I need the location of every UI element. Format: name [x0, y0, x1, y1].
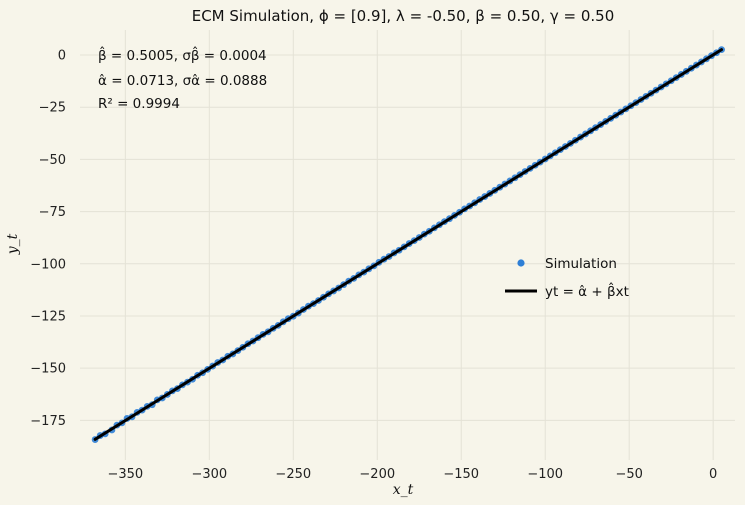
x-tick-label: −200	[359, 467, 395, 482]
fit-line-series	[93, 48, 724, 441]
y-tick-label: −150	[30, 362, 66, 377]
y-axis-label: y_t	[5, 233, 21, 255]
chart-title: ECM Simulation, ϕ = [0.9], λ = -0.50, β …	[192, 7, 615, 25]
x-tick-label: −300	[191, 467, 227, 482]
legend-label-fit-line: yt = α̂ + β̂xt	[545, 282, 629, 300]
legend-marker-simulation	[517, 259, 525, 267]
y-tick-label: −25	[39, 101, 66, 116]
x-tick-label: 0	[709, 467, 717, 482]
y-tick-label: −175	[30, 414, 66, 429]
y-tick-label: −75	[39, 205, 66, 220]
x-tick-labels: −350 −300 −250 −200 −150 −100 −50 0	[107, 467, 717, 482]
beta-annotation: β̂ = 0.5005, σβ̂ = 0.0004	[98, 46, 267, 64]
x-tick-label: −150	[443, 467, 479, 482]
alpha-annotation: α̂ = 0.0713, σα̂ = 0.0888	[98, 73, 267, 89]
x-axis-label: x_t	[393, 482, 414, 498]
y-tick-labels: 0 −25 −50 −75 −100 −125 −150 −175	[30, 49, 66, 429]
fit-line	[93, 48, 724, 441]
legend-label-simulation: Simulation	[545, 256, 617, 272]
fit-annotations: β̂ = 0.5005, σβ̂ = 0.0004 α̂ = 0.0713, σ…	[98, 46, 267, 112]
y-tick-label: −50	[39, 153, 66, 168]
x-tick-label: −50	[615, 467, 642, 482]
r-squared-annotation: R² = 0.9994	[98, 96, 180, 112]
y-tick-label: 0	[58, 49, 66, 64]
x-tick-label: −350	[107, 467, 143, 482]
y-tick-label: −100	[30, 257, 66, 272]
x-tick-label: −100	[527, 467, 563, 482]
y-tick-label: −125	[30, 309, 66, 324]
legend: Simulation yt = α̂ + β̂xt	[505, 256, 629, 300]
x-tick-label: −250	[275, 467, 311, 482]
